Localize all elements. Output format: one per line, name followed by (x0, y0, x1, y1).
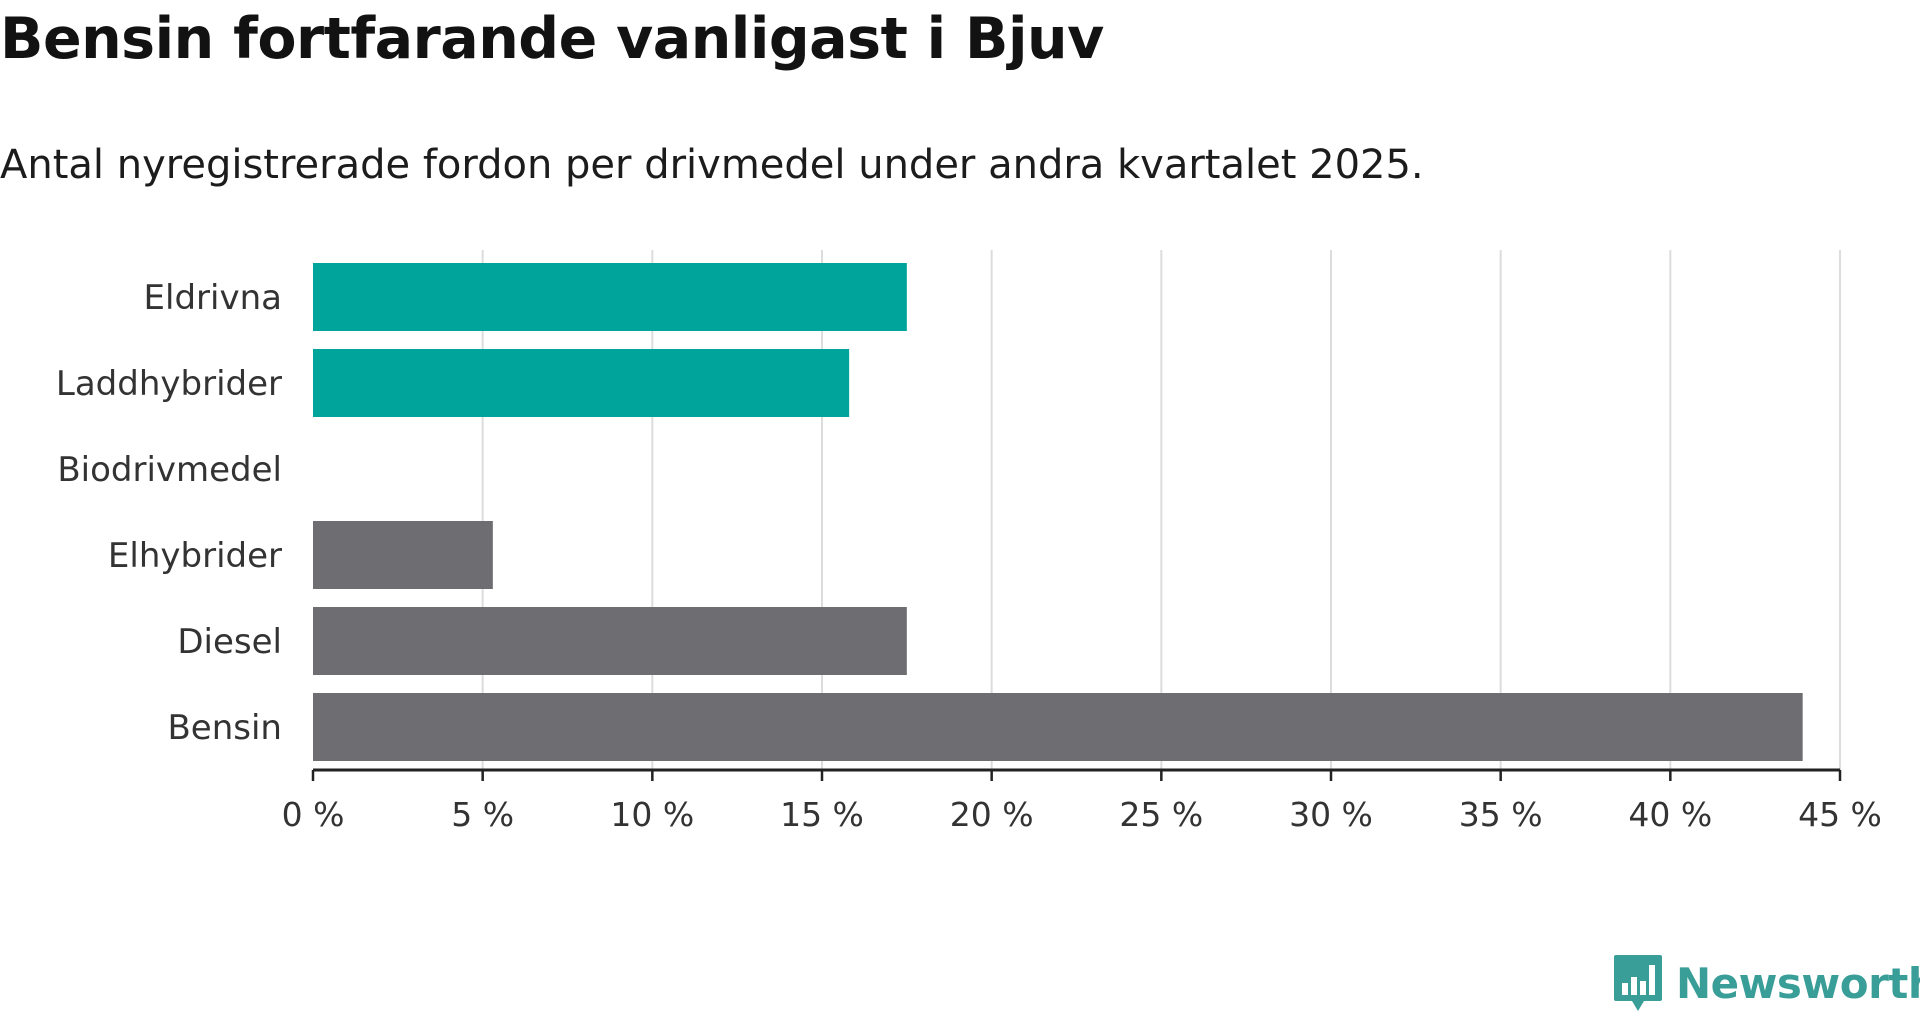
category-label-elhybrider: Elhybrider (108, 536, 282, 576)
category-labels: Eldrivna Laddhybrider Biodrivmedel Elhybrid… (56, 278, 282, 748)
x-tick-label-5: 5 % (451, 795, 514, 834)
x-tick-label-15: 15 % (780, 795, 864, 834)
grid-lines (481, 250, 1841, 770)
chart-title: Bensin fortfarande vanligast i Bjuv (0, 6, 1104, 72)
bar-bensin (313, 693, 1803, 761)
category-label-laddhybrider: Laddhybrider (56, 364, 282, 404)
brand-logo: Newsworthy (1612, 952, 1920, 1014)
x-tick-label-45: 45 % (1798, 795, 1882, 834)
bar-elhybrider (313, 521, 493, 589)
x-tick-label-10: 10 % (610, 795, 694, 834)
brand-name: Newsworthy (1676, 958, 1920, 1008)
chart-subtitle: Antal nyregistrerade fordon per drivmede… (0, 142, 1424, 188)
x-axis: 0 % 5 % 10 % 15 % 20 % 25 % 30 % 35 % 40 % 45 % (282, 768, 1882, 834)
x-tick-label-20: 20 % (950, 795, 1034, 834)
x-tick-label-35: 35 % (1459, 795, 1543, 834)
bar-eldrivna (313, 263, 907, 331)
category-label-eldrivna: Eldrivna (144, 278, 282, 318)
category-label-bensin: Bensin (167, 708, 282, 748)
bar-diesel (313, 607, 907, 675)
bars (313, 263, 1803, 761)
category-label-biodrivmedel: Biodrivmedel (57, 450, 282, 490)
category-label-diesel: Diesel (177, 622, 282, 662)
x-tick-label-30: 30 % (1289, 795, 1373, 834)
x-tick-label-0: 0 % (282, 795, 345, 834)
newsworthy-logo-icon (1614, 955, 1662, 1011)
x-tick-label-25: 25 % (1119, 795, 1203, 834)
bar-laddhybrider (313, 349, 850, 417)
x-tick-label-40: 40 % (1628, 795, 1712, 834)
